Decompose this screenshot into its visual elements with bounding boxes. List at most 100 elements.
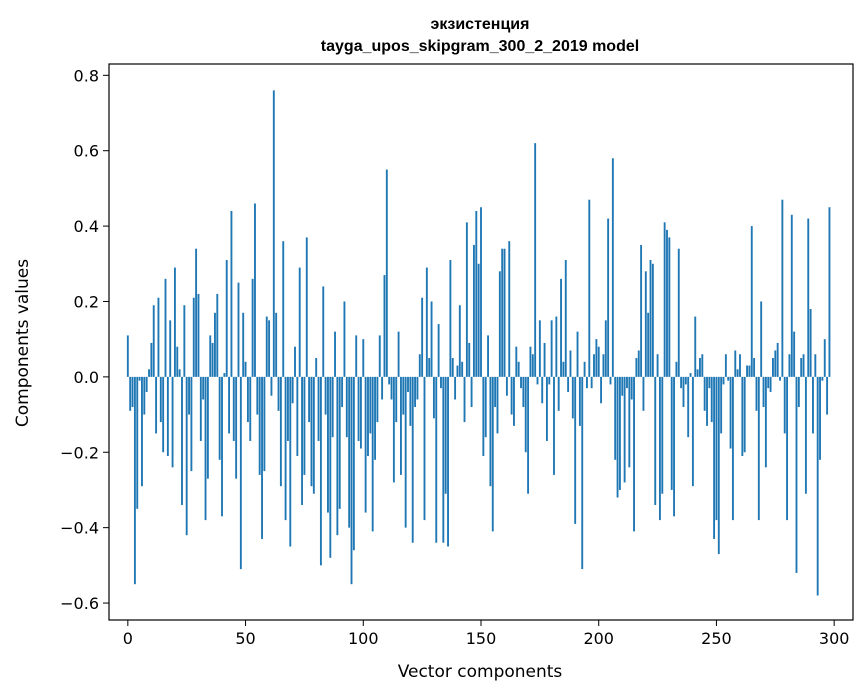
bar <box>703 376 706 411</box>
bar <box>513 376 515 426</box>
bar <box>618 376 621 490</box>
bar <box>404 376 407 528</box>
bar <box>675 361 678 377</box>
y-tick-label: 0.8 <box>74 66 99 85</box>
bar <box>475 211 478 377</box>
bar <box>357 376 360 441</box>
bar <box>334 331 336 377</box>
bar <box>284 376 287 521</box>
bar <box>148 369 150 377</box>
bar <box>162 376 165 453</box>
bar <box>760 301 763 377</box>
bar <box>576 331 579 377</box>
bar <box>510 376 513 415</box>
bar <box>237 282 240 377</box>
bar <box>141 376 143 487</box>
bar <box>454 376 457 400</box>
bar <box>376 376 379 423</box>
bar <box>741 376 744 457</box>
bar <box>616 376 619 498</box>
bar <box>661 376 664 494</box>
bar <box>294 346 296 377</box>
bar <box>586 376 588 389</box>
bar <box>249 376 252 441</box>
bar <box>364 376 367 513</box>
bar <box>374 376 376 460</box>
bar <box>178 369 181 377</box>
bar <box>604 320 607 377</box>
bar <box>336 376 339 536</box>
bar <box>498 271 501 377</box>
bar <box>291 376 294 404</box>
bar <box>317 376 320 441</box>
x-axis-label: Vector components <box>398 662 563 682</box>
bar <box>755 376 758 411</box>
bar <box>211 342 214 377</box>
bar <box>578 376 581 426</box>
bar <box>505 376 508 396</box>
bar <box>456 365 459 377</box>
bar <box>816 376 819 596</box>
chart-title: экзистенция <box>431 16 530 33</box>
bar <box>199 376 202 441</box>
bar <box>774 350 777 377</box>
bar <box>545 376 548 441</box>
bar <box>731 376 734 521</box>
bar <box>583 361 586 377</box>
bar <box>720 376 723 434</box>
bar <box>423 376 426 521</box>
bar <box>322 286 325 377</box>
bar <box>668 237 671 377</box>
bar <box>699 358 701 377</box>
bar <box>263 376 266 472</box>
bar <box>772 358 774 377</box>
bar <box>157 297 160 377</box>
bar <box>520 376 522 389</box>
bar <box>776 342 779 377</box>
bar <box>435 376 438 543</box>
bar <box>795 376 798 573</box>
bar <box>569 350 572 377</box>
bar <box>640 244 643 377</box>
bar <box>289 376 292 547</box>
bar <box>192 297 195 377</box>
bar <box>381 376 384 400</box>
bar <box>696 369 699 377</box>
bar <box>527 376 530 494</box>
bar <box>480 207 482 377</box>
bar <box>633 376 635 532</box>
bar <box>767 376 770 389</box>
y-tick-label: 0.2 <box>74 292 99 311</box>
bar <box>555 316 558 377</box>
bar <box>188 376 190 415</box>
bar <box>628 376 631 468</box>
bar <box>611 158 614 377</box>
bar <box>713 376 716 539</box>
bar <box>571 376 574 419</box>
bar <box>487 335 489 377</box>
bar <box>440 376 442 389</box>
bar <box>562 361 565 377</box>
bar <box>637 350 640 377</box>
bar <box>524 376 527 453</box>
bar <box>155 376 158 434</box>
bar <box>371 376 374 532</box>
bar <box>762 376 765 408</box>
bar <box>482 376 485 457</box>
bar <box>496 376 499 434</box>
bar <box>138 376 141 381</box>
bar <box>324 376 327 415</box>
bar <box>531 354 534 377</box>
bar <box>133 376 136 585</box>
bar <box>150 342 153 377</box>
bar <box>812 376 814 434</box>
bar <box>489 376 492 487</box>
bar <box>225 260 228 377</box>
bar <box>764 376 767 468</box>
bar <box>722 376 725 385</box>
bar <box>461 361 464 377</box>
bar <box>310 376 313 487</box>
bar <box>416 376 419 400</box>
bar <box>242 312 245 377</box>
